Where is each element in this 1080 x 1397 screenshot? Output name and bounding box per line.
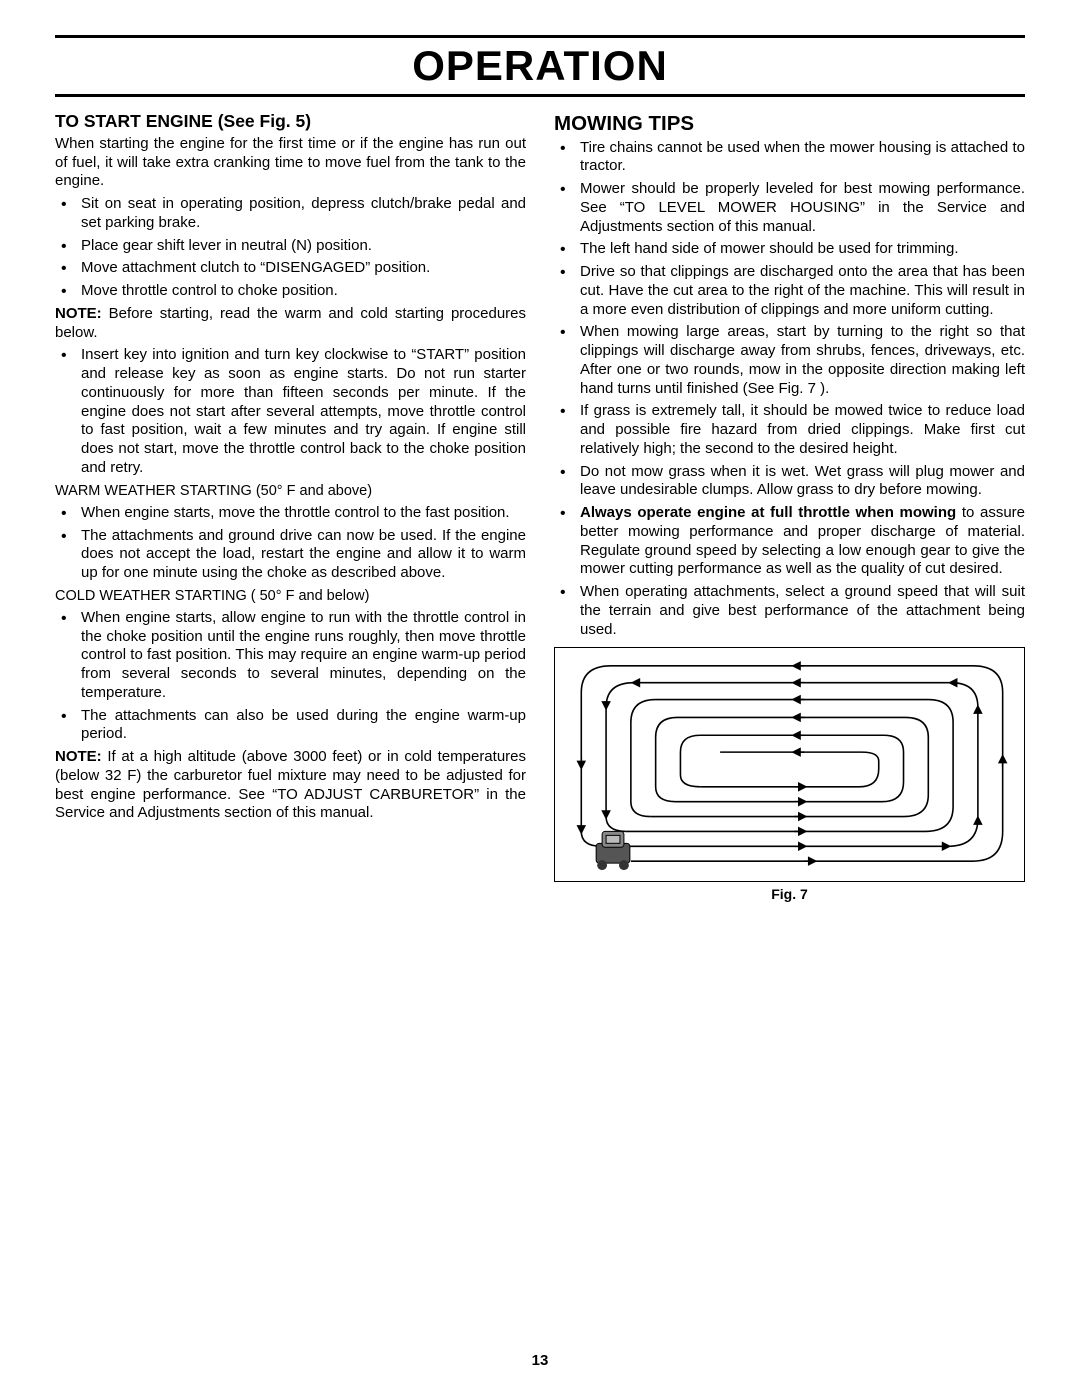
warm-weather-heading: WARM WEATHER STARTING (50° F and above) — [55, 482, 526, 500]
note-text: If at a high altitude (above 3000 feet) … — [55, 748, 526, 821]
cold-weather-heading: COLD WEATHER STARTING ( 50° F and below) — [55, 587, 526, 605]
list-item: Always operate engine at full throttle w… — [554, 504, 1025, 579]
bottom-rule — [55, 94, 1025, 97]
list-item: When mowing large areas, start by turnin… — [554, 323, 1025, 398]
list-item: Sit on seat in operating position, depre… — [55, 195, 526, 233]
list-item: The attachments can also be used during … — [55, 707, 526, 745]
page-number: 13 — [0, 1352, 1080, 1369]
list-item: The left hand side of mower should be us… — [554, 240, 1025, 259]
warm-steps: When engine starts, move the throttle co… — [55, 504, 526, 583]
list-item: Tire chains cannot be used when the mowe… — [554, 139, 1025, 177]
tip-bold: Always operate engine at full throttle w… — [580, 504, 956, 521]
list-item: Drive so that clippings are discharged o… — [554, 263, 1025, 319]
note-label: NOTE: — [55, 748, 102, 765]
list-item: Place gear shift lever in neutral (N) po… — [55, 237, 526, 256]
content-columns: TO START ENGINE (See Fig. 5) When starti… — [55, 109, 1025, 904]
list-item: Mower should be properly leveled for bes… — [554, 180, 1025, 236]
mowing-tips-heading: MOWING TIPS — [554, 111, 1025, 137]
list-item: When engine starts, move the throttle co… — [55, 504, 526, 523]
list-item: Move throttle control to choke position. — [55, 282, 526, 301]
page-title: OPERATION — [55, 40, 1025, 94]
note-2: NOTE: If at a high altitude (above 3000 … — [55, 748, 526, 823]
list-item: When operating attachments, select a gro… — [554, 583, 1025, 639]
list-item: When engine starts, allow engine to run … — [55, 609, 526, 703]
figure-caption: Fig. 7 — [554, 886, 1025, 904]
start-steps-1: Sit on seat in operating position, depre… — [55, 195, 526, 301]
note-label: NOTE: — [55, 305, 102, 322]
start-steps-2: Insert key into ignition and turn key cl… — [55, 346, 526, 477]
list-item: Move attachment clutch to “DISENGAGED” p… — [55, 259, 526, 278]
left-column: TO START ENGINE (See Fig. 5) When starti… — [55, 109, 526, 904]
mowing-tips-list: Tire chains cannot be used when the mowe… — [554, 139, 1025, 640]
start-engine-heading: TO START ENGINE (See Fig. 5) — [55, 111, 526, 133]
note-1: NOTE: Before starting, read the warm and… — [55, 305, 526, 343]
tractor-icon — [596, 832, 630, 871]
list-item: Do not mow grass when it is wet. Wet gra… — [554, 463, 1025, 501]
intro-paragraph: When starting the engine for the first t… — [55, 135, 526, 191]
top-rule — [55, 35, 1025, 38]
list-item: The attachments and ground drive can now… — [55, 527, 526, 583]
figure-7-box — [554, 647, 1025, 882]
cold-steps: When engine starts, allow engine to run … — [55, 609, 526, 744]
list-item: Insert key into ignition and turn key cl… — [55, 346, 526, 477]
manual-page: OPERATION TO START ENGINE (See Fig. 5) W… — [0, 0, 1080, 1397]
note-text: Before starting, read the warm and cold … — [55, 305, 526, 341]
right-column: MOWING TIPS Tire chains cannot be used w… — [554, 109, 1025, 904]
mowing-path-diagram — [555, 648, 1024, 881]
list-item: If grass is extremely tall, it should be… — [554, 402, 1025, 458]
